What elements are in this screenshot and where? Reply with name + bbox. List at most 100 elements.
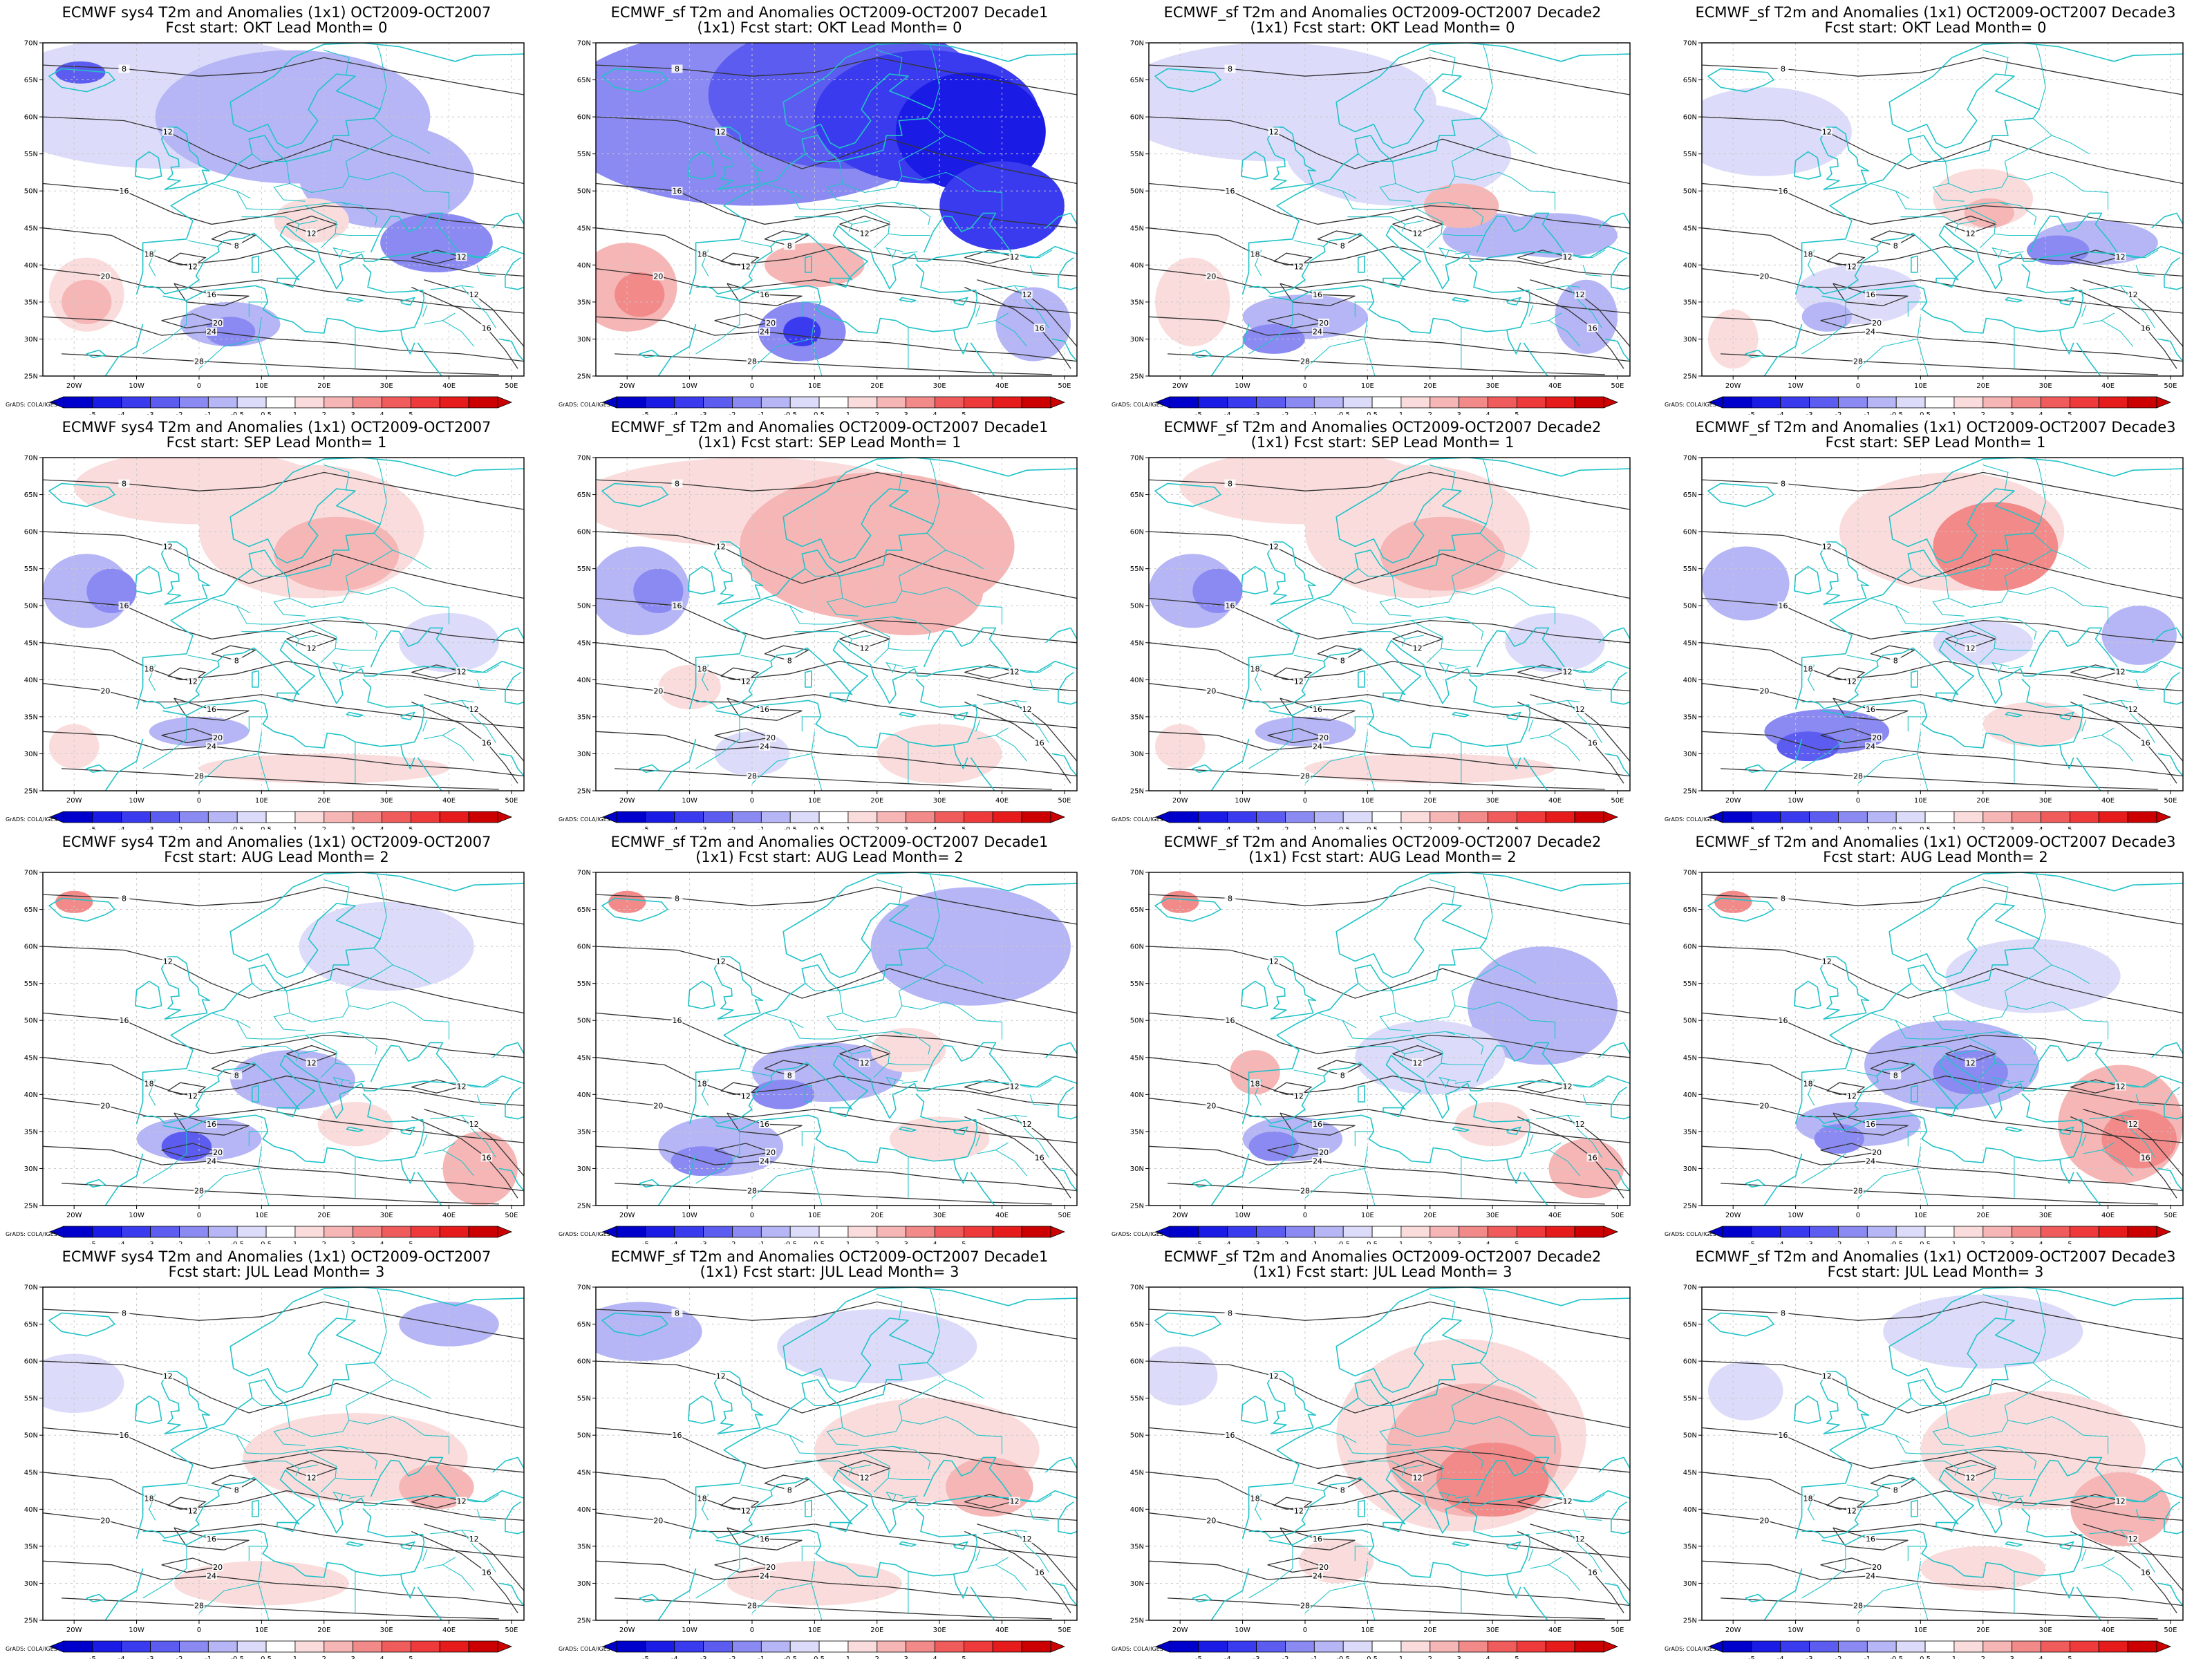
isotherm-label: 8 (787, 656, 792, 665)
isotherm-label: 20 (653, 1101, 663, 1110)
anomaly-area (895, 72, 1046, 191)
country-border (892, 1031, 931, 1055)
lat-tick-label: 70N (577, 1284, 591, 1292)
country-border (236, 605, 247, 624)
lon-tick-label: 50E (2164, 1212, 2177, 1219)
lat-tick-label: 40N (577, 677, 591, 684)
coastline (1911, 1085, 1918, 1103)
country-border (1801, 301, 1846, 355)
isotherm-label: 16 (2141, 1568, 2150, 1577)
lon-tick-label: 10E (1914, 1627, 1927, 1634)
isotherm-label: 20 (1319, 319, 1329, 328)
colorbar-swatch (1545, 1226, 1575, 1238)
colorbar-label: 0.5 (1920, 411, 1931, 415)
isotherm-line (1870, 1060, 1916, 1076)
colorbar-swatch (1198, 1640, 1228, 1653)
country-border (1317, 182, 1357, 199)
colorbar-swatch (2098, 396, 2128, 409)
isotherm-line (1530, 279, 1630, 347)
anomaly-area (777, 1309, 977, 1384)
colorbar-label: -2 (1282, 1656, 1288, 1659)
colorbar-swatch (645, 396, 675, 409)
isotherm-line (727, 697, 803, 721)
isotherm-line (2070, 1530, 2177, 1613)
isotherm-label: 12 (1575, 1120, 1585, 1129)
isotherm-label: 8 (234, 1071, 239, 1080)
country-border (1452, 532, 1500, 577)
colorbar-label: 4 (2038, 1656, 2043, 1659)
country-border (430, 285, 474, 290)
isotherm-label-bg (784, 656, 796, 665)
isotherm-line (964, 286, 1071, 369)
country-border (789, 190, 800, 209)
colorbar-label: 1 (1952, 1656, 1956, 1659)
country-border (1293, 655, 1324, 662)
isotherm-label-bg (118, 479, 130, 488)
country-border (289, 576, 350, 608)
colorbar-label: -0.5 (230, 1241, 244, 1244)
country-border (1454, 1416, 1512, 1425)
grads-credit: GrADS: COLA/IGES (1665, 402, 1716, 408)
country-border (2083, 1557, 2115, 1569)
colorbar-swatch (935, 1640, 964, 1653)
country-border (295, 1468, 300, 1477)
colorbar-label: 4 (379, 1656, 384, 1659)
isotherm-label: 12 (1294, 1506, 1304, 1515)
isotherm-line (43, 1360, 524, 1429)
coastline (1192, 1179, 1212, 1188)
country-border (142, 1130, 187, 1184)
country-border (1857, 731, 1921, 784)
coastline (142, 1469, 524, 1539)
colorbar-swatch (468, 811, 498, 823)
lon-tick-label: 20E (1423, 382, 1436, 390)
isotherm-line (1149, 316, 1630, 362)
coastline (601, 1312, 668, 1337)
colorbar-swatch (353, 811, 382, 823)
country-border (901, 171, 959, 180)
country-border (2135, 1094, 2155, 1106)
coastline (1358, 1499, 1365, 1517)
lat-tick-label: 25N (577, 788, 591, 796)
colorbar-label: 1 (293, 411, 297, 415)
forecast-map-panel: 8 12 16 18 20 24 28 12 16 16 20 12 12 8 12 70N 65N 60N 55N… (0, 830, 553, 1244)
isotherm-label: 12 (1010, 253, 1020, 262)
isotherm-label-bg (1009, 1497, 1020, 1506)
colorbar-label: 4 (1485, 826, 1490, 830)
coastline (601, 482, 668, 507)
isotherm-label: 12 (1966, 1473, 1976, 1482)
colorbar-right-arrow (1050, 811, 1066, 823)
country-border (2089, 1114, 2133, 1120)
isotherm-label-bg (456, 667, 467, 676)
isotherm-label: 20 (1872, 1148, 1882, 1157)
country-border (888, 233, 930, 236)
colorbar-swatch (1866, 1226, 1897, 1238)
country-border (2081, 720, 2087, 732)
isotherm-line (1702, 471, 2183, 510)
isotherm-label: 8 (1893, 241, 1898, 250)
lat-tick-label: 65N (24, 1321, 38, 1329)
lat-tick-label: 45N (1683, 1469, 1697, 1477)
lon-tick-label: 30E (933, 382, 946, 390)
coastline (1382, 277, 1403, 288)
country-border (2083, 727, 2115, 740)
lon-tick-label: 10E (255, 382, 268, 390)
isotherm-label-bg (1865, 1120, 1877, 1129)
country-border (187, 1484, 218, 1492)
country-border (295, 224, 300, 232)
colorbar-label: 0.5 (1920, 1241, 1931, 1244)
country-border (348, 586, 406, 595)
country-border (1528, 720, 1534, 732)
lat-tick-label: 45N (24, 225, 38, 232)
country-border (858, 1035, 890, 1078)
country-border (2101, 1564, 2134, 1591)
colorbar-label: 0.5 (1367, 411, 1378, 415)
panel-title: ECMWF_sf T2m and Anomalies OCT2009-OCT20… (1163, 419, 1602, 435)
lat-tick-label: 55N (1683, 565, 1697, 573)
lon-tick-label: 0 (750, 382, 754, 390)
isotherm-line (1517, 1530, 1624, 1613)
isotherm-label: 12 (860, 1058, 870, 1067)
lat-tick-label: 50N (577, 1018, 591, 1025)
country-border (740, 240, 771, 247)
lat-tick-label: 25N (1130, 1203, 1144, 1210)
lat-tick-label: 35N (1130, 1543, 1144, 1550)
